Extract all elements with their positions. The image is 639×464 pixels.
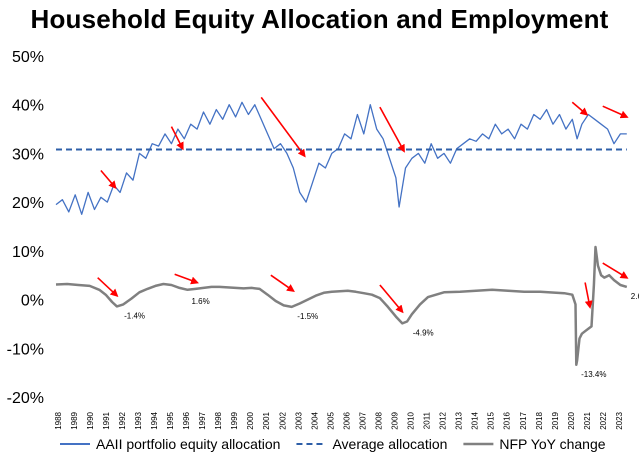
x-tick-label: 2008 <box>374 411 383 429</box>
x-tick-label: 2019 <box>551 411 560 429</box>
x-tick-label: 1989 <box>70 411 79 429</box>
red-arrow <box>170 126 184 151</box>
x-tick-label: 1997 <box>198 411 207 429</box>
x-tick-label: 1990 <box>86 411 95 429</box>
x-tick-label: 1991 <box>102 411 111 429</box>
x-tick-label: 2016 <box>503 411 512 429</box>
arrow-annotations <box>97 96 629 314</box>
legend-label: Average allocation <box>332 436 447 452</box>
data-label: -4.9% <box>413 328 434 337</box>
x-tick-label: 1994 <box>150 411 159 429</box>
x-tick-label: 2003 <box>294 411 303 429</box>
red-arrow <box>571 101 589 116</box>
y-tick-label: 30% <box>12 146 44 163</box>
data-label: 1.6% <box>191 297 209 306</box>
red-arrow <box>602 262 629 279</box>
x-tick-label: 2021 <box>583 411 592 429</box>
x-tick-label: 1988 <box>54 411 63 429</box>
data-label: 2.6% <box>631 292 639 301</box>
y-tick-label: -20% <box>7 390 44 407</box>
data-annotations: -1.4% 1.6% -1.5% -4.9% -13.4% 2.6% <box>124 292 639 379</box>
x-tick-label: 1992 <box>118 411 127 429</box>
data-label: -1.5% <box>297 312 318 321</box>
x-tick-label: 2014 <box>471 411 480 429</box>
x-tick-label: 2001 <box>262 411 271 429</box>
x-tick-label: 2006 <box>342 411 351 429</box>
x-tick-label: 1999 <box>230 411 239 429</box>
red-arrow <box>100 169 117 190</box>
red-arrow <box>602 105 629 119</box>
x-tick-label: 2004 <box>310 411 319 429</box>
series-line-nfp-yoy-change <box>55 245 628 367</box>
x-tick-label: 2002 <box>278 411 287 429</box>
red-arrow <box>379 106 405 153</box>
x-tick-label: 2020 <box>567 411 576 429</box>
red-arrow <box>270 274 295 292</box>
legend: AAII portfolio equity allocation Average … <box>60 436 606 452</box>
data-label: -13.4% <box>581 370 606 379</box>
x-tick-label: 2011 <box>423 411 432 429</box>
y-axis-ticks: 50% 40% 30% 20% 10% 0% -10% -20% <box>7 49 44 407</box>
x-tick-label: 1998 <box>214 411 223 429</box>
y-tick-label: 40% <box>12 98 44 115</box>
red-arrow <box>260 96 306 158</box>
x-tick-label: 1996 <box>182 411 191 429</box>
x-tick-label: 2000 <box>246 411 255 429</box>
x-tick-label: 2015 <box>487 411 496 429</box>
y-tick-label: 10% <box>12 244 44 261</box>
series-group <box>55 101 628 367</box>
x-tick-label: 2013 <box>455 411 464 429</box>
y-tick-label: 50% <box>12 49 44 66</box>
red-arrow <box>584 282 593 309</box>
x-tick-label: 2018 <box>535 411 544 429</box>
x-tick-label: 2010 <box>407 411 416 429</box>
legend-label: NFP YoY change <box>499 436 605 452</box>
x-tick-label: 2007 <box>358 411 367 429</box>
x-tick-label: 2012 <box>439 411 448 429</box>
red-arrow <box>97 277 119 298</box>
x-tick-label: 2022 <box>599 411 608 429</box>
x-tick-label: 1995 <box>166 411 175 429</box>
x-tick-label: 2023 <box>615 411 624 429</box>
red-arrow <box>174 273 199 285</box>
y-tick-label: 20% <box>12 195 44 212</box>
x-tick-label: 2009 <box>391 411 400 429</box>
data-label: -1.4% <box>124 311 145 320</box>
y-tick-label: 0% <box>21 293 44 310</box>
y-tick-label: -10% <box>7 341 44 358</box>
series-line-aaii-portfolio-equity-allocation <box>55 101 627 215</box>
x-tick-label: 2005 <box>326 411 335 429</box>
legend-label: AAII portfolio equity allocation <box>96 436 280 452</box>
x-tick-label: 2017 <box>519 411 528 429</box>
red-arrow <box>379 284 404 314</box>
x-axis-ticks: 1988 1989 1990 1991 1992 1993 1994 1995 1996 1997… <box>54 411 624 429</box>
chart-title: Household Equity Allocation and Employme… <box>30 4 609 34</box>
x-tick-label: 1993 <box>134 411 143 429</box>
